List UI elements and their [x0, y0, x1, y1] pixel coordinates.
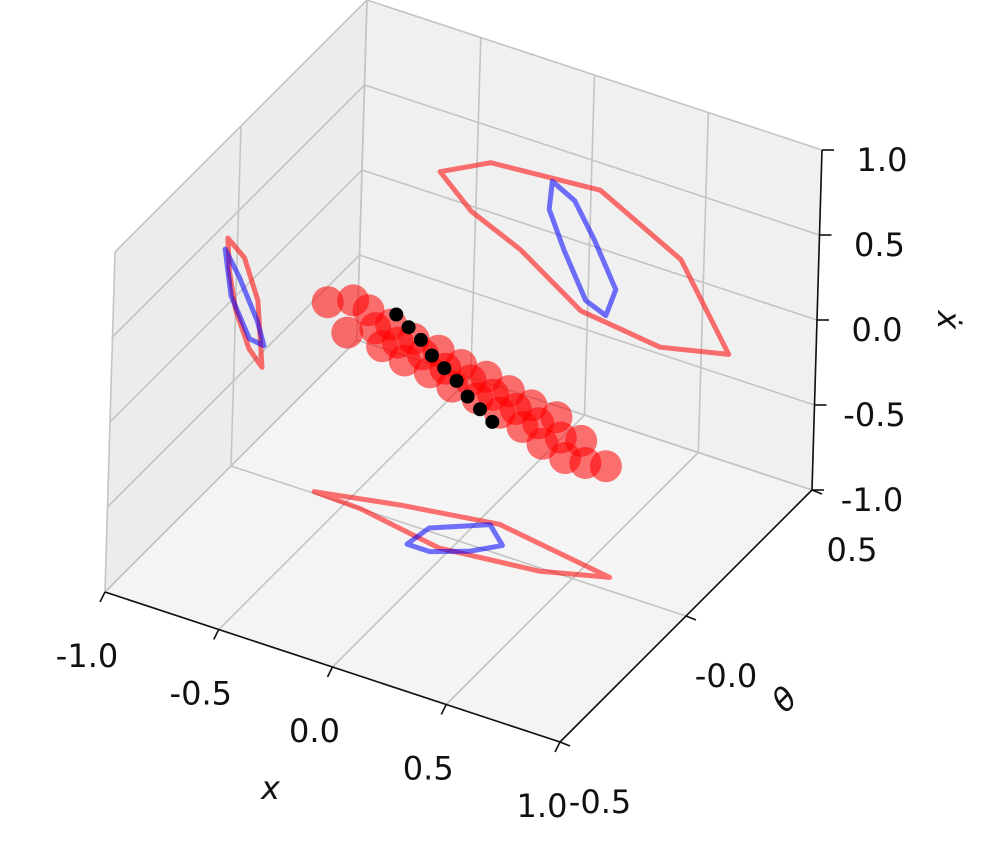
grid-line — [114, 0, 823, 253]
z-tick-label: -1.0 — [841, 481, 903, 519]
z-tick-label: -0.5 — [843, 396, 905, 434]
grid-line — [106, 254, 815, 508]
y-tick-label: 0.5 — [827, 531, 878, 569]
data-point — [311, 286, 344, 319]
x-tick-label: -0.5 — [170, 675, 232, 713]
grid-line — [109, 169, 818, 423]
y-tick — [559, 741, 571, 747]
y-axis-label: θ — [764, 679, 805, 720]
x-tick — [440, 704, 447, 715]
z-tick-label: 0.0 — [852, 311, 903, 349]
x-tick — [99, 591, 106, 603]
z-tick-label: 0.5 — [854, 226, 905, 264]
projection-outline — [311, 489, 613, 580]
data-point — [460, 389, 475, 404]
data-point — [449, 373, 464, 388]
y-tick — [685, 615, 697, 621]
x-tick-label: -1.0 — [56, 637, 118, 675]
x-axis-label: x — [260, 769, 281, 807]
x-tick-label: 0.5 — [403, 750, 454, 788]
x-tick-label: 0.0 — [289, 712, 340, 750]
projection-outline — [222, 246, 267, 349]
data-point — [401, 320, 416, 335]
data-point — [589, 450, 622, 483]
x-tick — [554, 741, 561, 753]
x-tick-label: 1.0 — [517, 787, 568, 825]
x-tick — [326, 666, 334, 678]
data-point — [331, 316, 364, 349]
x-tick — [213, 629, 220, 640]
y-tick-label: -0.5 — [569, 783, 631, 821]
data-point — [485, 414, 500, 429]
z-axis-label: ẋ — [930, 310, 968, 331]
y-tick-label: -0.0 — [695, 657, 757, 695]
data-point — [437, 361, 452, 376]
projection-outline — [437, 160, 732, 357]
data-point — [473, 402, 487, 417]
data-point — [389, 307, 404, 322]
z-tick-label: 1.0 — [857, 141, 908, 179]
data-point — [413, 332, 428, 347]
projection-outline — [546, 178, 619, 319]
data-point — [424, 348, 439, 363]
projection-outline — [404, 522, 505, 555]
grid-line — [111, 84, 820, 338]
